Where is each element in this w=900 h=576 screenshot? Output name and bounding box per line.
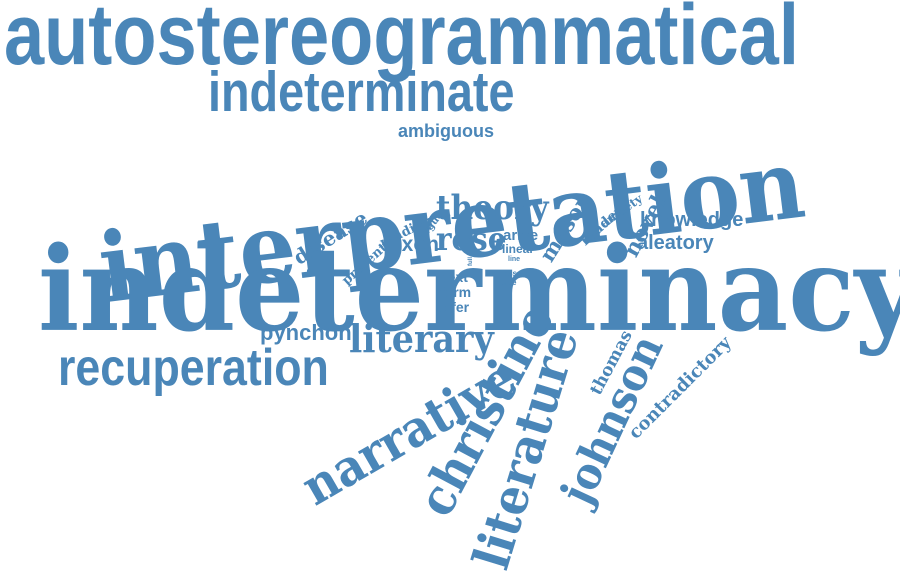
word-dixon: dixon bbox=[383, 233, 439, 256]
word-type: type bbox=[500, 278, 517, 287]
word-line: line bbox=[508, 256, 521, 263]
word-offer: offer bbox=[438, 299, 470, 315]
word-form: form bbox=[440, 284, 472, 300]
word-ambiguous: ambiguous bbox=[398, 121, 495, 141]
word-indeterminacy: indeterminacy bbox=[38, 222, 900, 358]
word-recuperation: recuperation bbox=[58, 339, 329, 397]
word-knowledge: knowledge bbox=[640, 209, 744, 231]
word-aleatory: aleatory bbox=[637, 232, 714, 254]
word-text: text bbox=[443, 269, 468, 285]
word-cloud: autostereogrammatical indeterminate ambi… bbox=[4, 0, 900, 576]
word-rose: rose bbox=[436, 220, 507, 258]
word-linear: linear bbox=[502, 242, 535, 256]
word-arise: arise bbox=[503, 227, 539, 244]
word-autostereogrammatical: autostereogrammatical bbox=[4, 0, 799, 83]
word-pynchon: pynchon bbox=[260, 320, 352, 345]
word-literary: literary bbox=[349, 316, 494, 361]
word-indeterminate: indeterminate bbox=[208, 60, 515, 124]
word-theory: theory bbox=[436, 188, 549, 228]
word-loss: loss bbox=[501, 269, 518, 278]
